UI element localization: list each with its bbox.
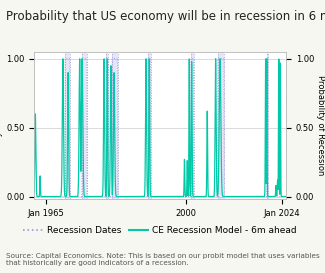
Bar	[148, 52, 151, 199]
Text: Source: Capital Economics. Note: This is based on our probit model that uses var: Source: Capital Economics. Note: This is…	[6, 253, 320, 266]
Y-axis label: Probability of Recession: Probability of Recession	[316, 75, 325, 176]
Bar	[267, 52, 268, 199]
Bar	[112, 52, 118, 199]
Bar	[191, 52, 194, 199]
Bar	[106, 52, 109, 199]
Bar	[218, 52, 224, 199]
Text: Probability that US economy will be in recession in 6 months: Probability that US economy will be in r…	[6, 10, 325, 23]
Y-axis label: Probability of Recession: Probability of Recession	[0, 75, 3, 176]
Bar	[65, 52, 70, 199]
Legend: Recession Dates, CE Recession Model - 6m ahead: Recession Dates, CE Recession Model - 6m…	[20, 223, 300, 239]
Bar	[82, 52, 87, 199]
